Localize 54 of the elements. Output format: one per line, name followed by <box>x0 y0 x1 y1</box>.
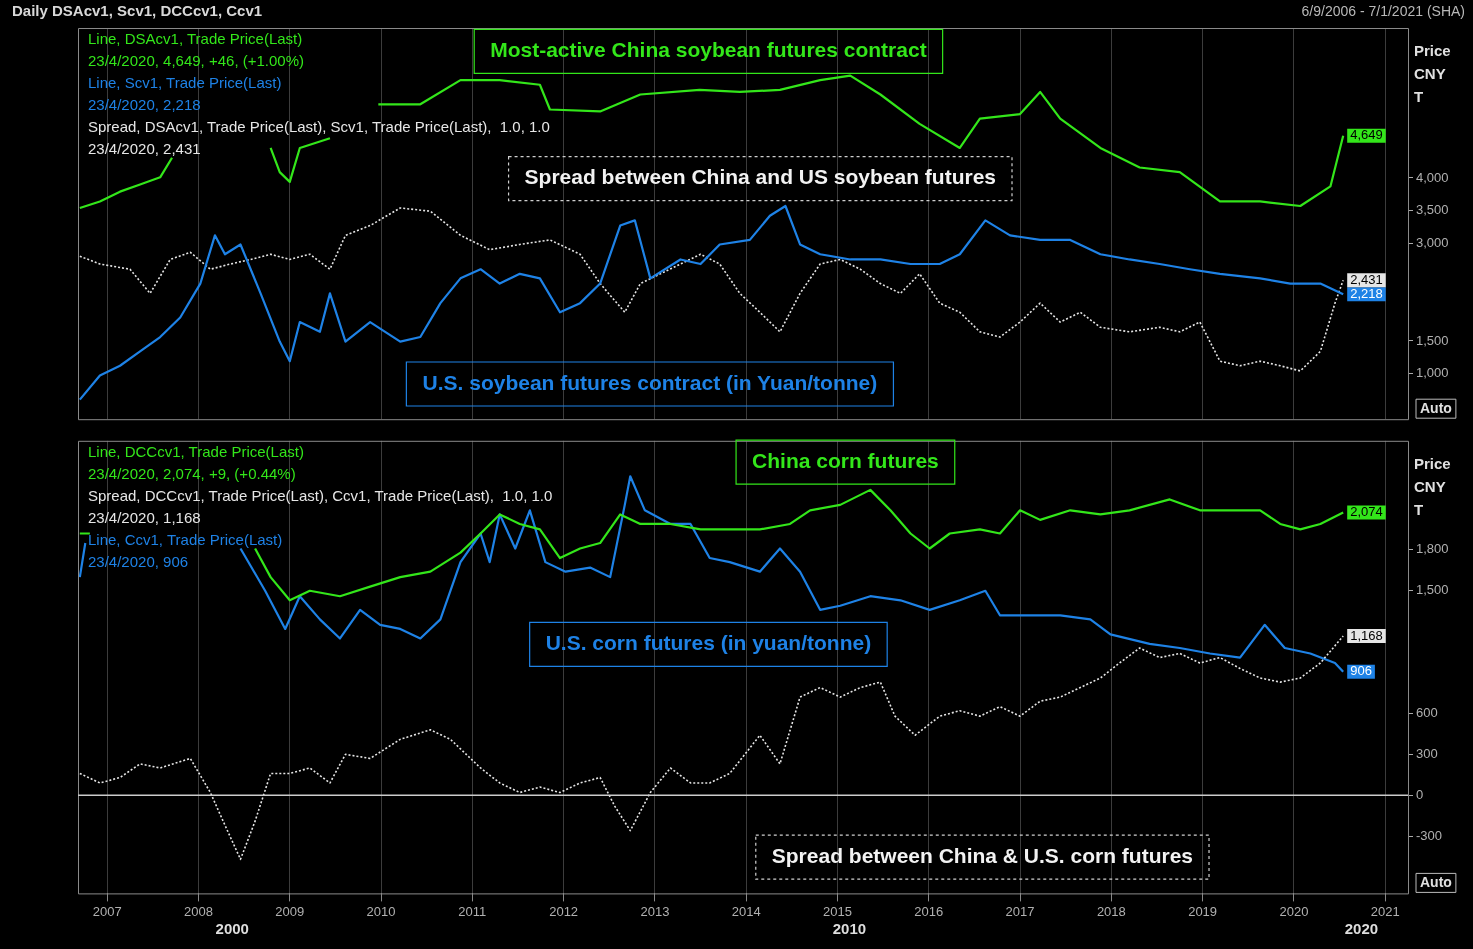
x-tick-label: 2011 <box>458 903 487 919</box>
line-series <box>79 207 1344 372</box>
chart-title: Daily DSAcv1, Scv1, DCCcv1, Ccv1 <box>12 2 263 20</box>
annotation: Most-active China soybean futures contract <box>490 38 927 62</box>
y-tick-label: 3,500 <box>1416 202 1449 218</box>
y-axis-title: Price CNY T <box>1414 42 1451 106</box>
y-tick-label: 600 <box>1416 705 1438 721</box>
x-tick-label: 2021 <box>1370 903 1400 919</box>
y-tick-label: 0 <box>1416 786 1424 802</box>
text: 2010 <box>832 919 867 937</box>
y-axis-title: Price CNY T <box>1414 454 1451 518</box>
x-tick-label: 2012 <box>549 903 579 919</box>
data-label: 906 <box>1350 663 1372 679</box>
text: Spread, DSAcv1, Trade Price(Last), Scv1, Trade Price(Last), 1.0, 1.0 23/4/2020, 2,431 <box>88 118 550 158</box>
x-tick-label: 2013 <box>640 903 670 919</box>
annotation: Spread between China & U.S. corn futures <box>771 843 1194 867</box>
text: Auto <box>1420 400 1452 417</box>
text: Spread, DCCcv1, Trade Price(Last), Ccv1, Trade Price(Last), 1.0, 1.0 23/4/2020, 1,168 <box>88 486 553 526</box>
y-tick-label: 4,000 <box>1416 169 1449 185</box>
x-tick-label: 2007 <box>92 903 122 919</box>
x-tick-label: 2014 <box>731 903 761 919</box>
y-tick-label: 1,000 <box>1416 365 1449 381</box>
data-label: 2,431 <box>1350 271 1383 287</box>
annotation: U.S. soybean futures contract (in Yuan/tonne) <box>422 370 878 394</box>
text: Line, Scv1, Trade Price(Last) 23/4/2020, 2,218 <box>88 74 282 114</box>
text: Line, DSAcv1, Trade Price(Last) 23/4/2020, 4,649, +46, (+1.00%) <box>88 30 304 70</box>
y-tick-label: 1,500 <box>1416 332 1449 348</box>
y-tick-label: 3,000 <box>1416 234 1449 250</box>
data-label: 2,218 <box>1350 285 1383 301</box>
x-tick-label: 2010 <box>366 903 396 919</box>
text: Auto <box>1420 874 1452 891</box>
y-tick-label: 1,800 <box>1416 541 1449 557</box>
text: Line, DCCcv1, Trade Price(Last) 23/4/2020, 2,074, +9, (+0.44%) <box>88 442 304 482</box>
series-label: Line, Ccv1, Trade Price(Last) 23/4/2020, 906 <box>88 530 283 570</box>
chart-subtitle: 6/9/2006 - 7/1/2021 (SHA) <box>1301 2 1465 19</box>
annotation: China corn futures <box>752 448 939 472</box>
data-label: 1,168 <box>1350 627 1383 643</box>
y-tick-label: -300 <box>1416 827 1443 843</box>
y-tick-label: 1,500 <box>1416 582 1449 598</box>
x-tick-label: 2009 <box>275 903 305 919</box>
text: 2020 <box>1344 919 1379 937</box>
x-tick-label: 2019 <box>1188 903 1218 919</box>
x-tick-label: 2015 <box>823 903 852 919</box>
text: 2000 <box>215 919 249 937</box>
annotation: Spread between China and US soybean futures <box>524 165 997 189</box>
x-tick-label: 2018 <box>1096 903 1126 919</box>
data-label: 2,074 <box>1350 504 1383 520</box>
x-tick-label: 2016 <box>914 903 944 919</box>
data-label: 4,649 <box>1350 127 1383 143</box>
x-tick-label: 2020 <box>1279 903 1309 919</box>
x-tick-label: 2008 <box>184 903 213 919</box>
y-tick-label: 300 <box>1416 745 1438 761</box>
annotation: U.S. corn futures (in yuan/tonne) <box>545 631 872 655</box>
x-tick-label: 2017 <box>1005 903 1035 919</box>
